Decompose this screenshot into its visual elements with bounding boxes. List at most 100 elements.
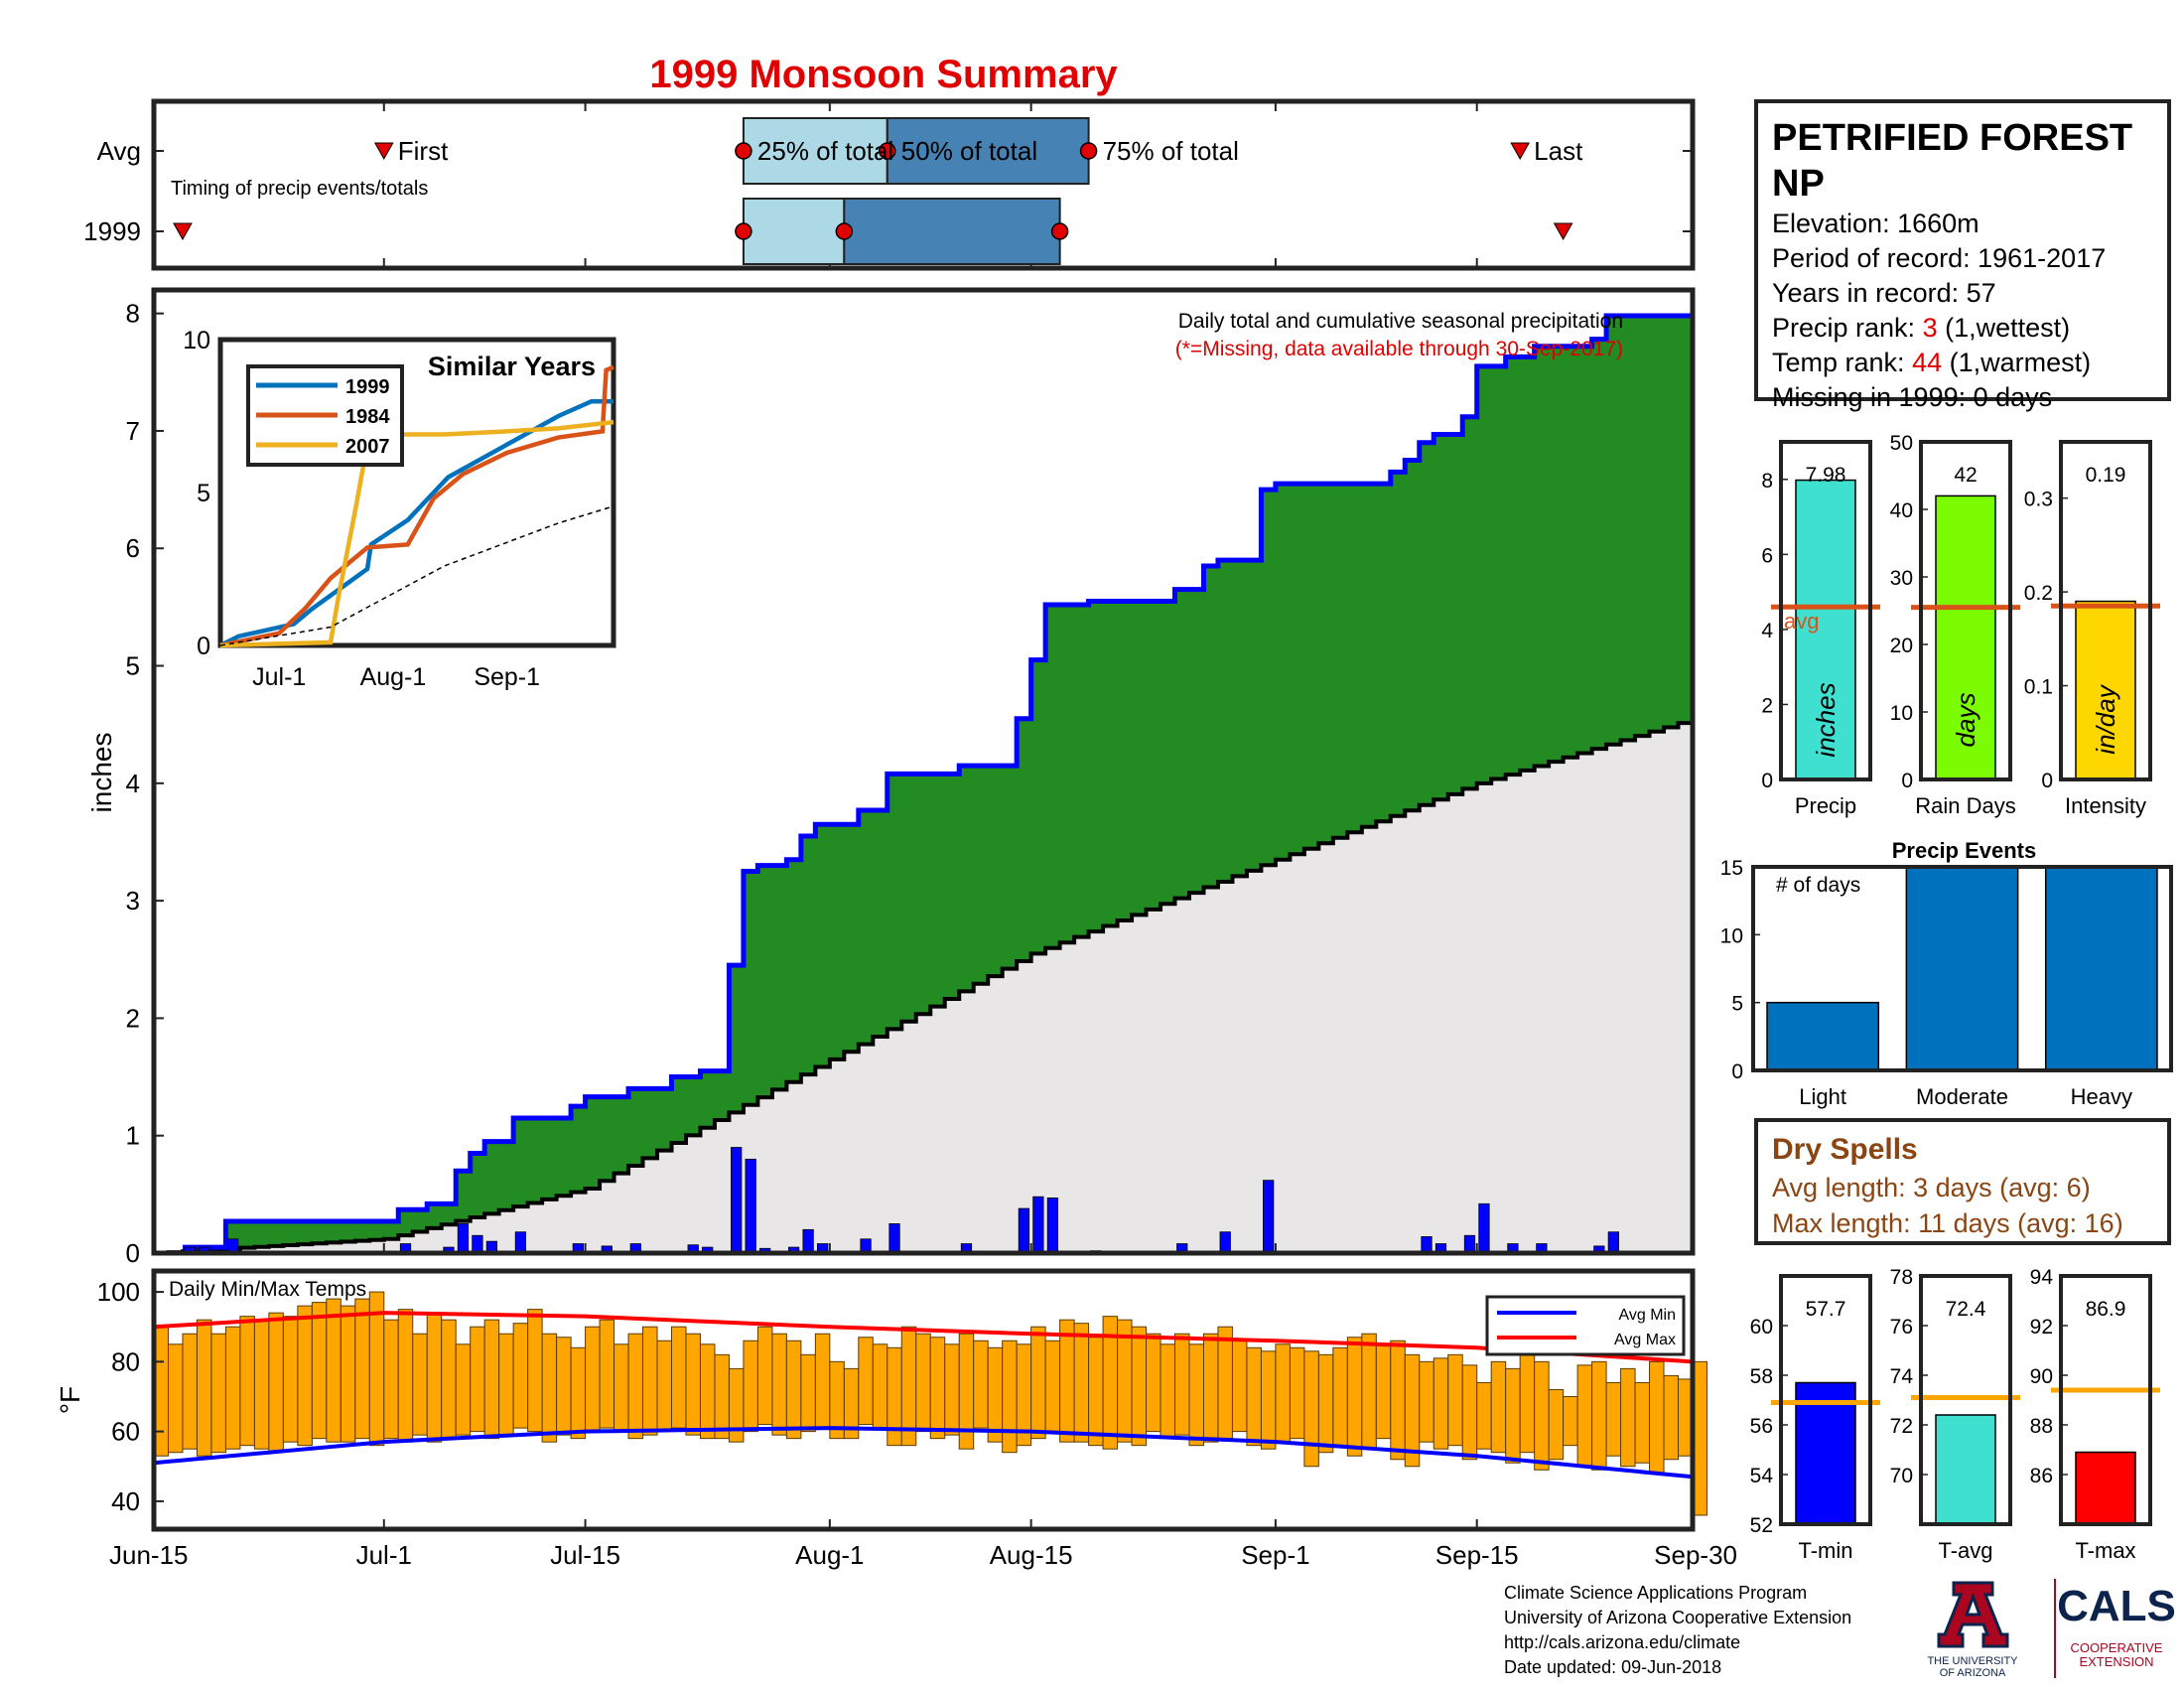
temp-range-bar: [800, 1353, 816, 1433]
daily-precip-bar: [1263, 1180, 1275, 1254]
daily-precip-bar: [514, 1231, 527, 1254]
events-category-label: Light: [1799, 1084, 1846, 1109]
temps-plot-frame: [151, 1268, 1696, 1532]
summary-temp-y-tick-label: 74: [1890, 1365, 1914, 1388]
daily-precip-bar: [1478, 1202, 1490, 1254]
summary-temp-y-tick-label: 88: [2030, 1415, 2053, 1438]
precip-summary-panels: 0 2 4 6 8 7.98 Precip inches avg 0 10 20 30 40 50 42 Rai…: [1761, 432, 2160, 818]
x-tick-label: Jul-15: [550, 1540, 620, 1570]
temp-rank-label: Temp rank:: [1772, 348, 1913, 377]
temp-range-bar: [383, 1319, 399, 1440]
precip-rank-value: 3: [1922, 313, 1938, 343]
logo-ua-line2: OF ARIZONA: [1940, 1667, 2006, 1678]
inset-y-tick-label: 10: [183, 327, 210, 354]
y-tick-label: 6: [126, 533, 140, 563]
events-bar-moderate: [1905, 866, 2019, 1071]
summary-temp-y-tick-label: 56: [1750, 1415, 1773, 1438]
legend-avg-min-label: Avg Min: [1618, 1307, 1676, 1324]
timing-panel: Avg 1999 First 25% of total 50% of total 75% …: [83, 98, 1696, 271]
temp-range-bar: [1160, 1343, 1176, 1440]
summary-precip-y-tick-label: 0: [2041, 770, 2053, 792]
summary-temp-panel-label: T-max: [2075, 1538, 2135, 1563]
inset-legend-label: 1984: [345, 406, 390, 428]
x-tick-label: Sep-15: [1435, 1540, 1519, 1570]
summary-precip-bar-unit-label: days: [1951, 693, 1980, 748]
main-plot-frame: [151, 287, 1696, 1256]
temp-range-bar: [167, 1343, 184, 1454]
daily-precip-bar: [888, 1223, 900, 1254]
cumulative-1999-line: [182, 313, 1693, 1250]
inset-x-tick-label: Sep-1: [474, 663, 540, 691]
daily-precip-bar: [472, 1234, 483, 1254]
temp-range-bar: [426, 1312, 443, 1443]
inset-y-tick-label: 5: [197, 480, 210, 507]
events-plot-frame: [1751, 865, 2173, 1072]
average-cumulative-area: [154, 723, 1693, 1253]
temp-range-bar: [1059, 1319, 1075, 1443]
timing-avg-p25-marker: [735, 142, 752, 160]
summary-temp-y-tick-label: 60: [1750, 1316, 1773, 1339]
temp-range-bar: [872, 1343, 888, 1429]
figure-title: 1999 Monsoon Summary: [649, 53, 1118, 96]
temp-range-bar: [224, 1326, 241, 1450]
timing-year-last-marker: [1553, 222, 1573, 241]
daily-precip-bar: [745, 1158, 756, 1254]
dry-spells-title: Dry Spells: [1772, 1133, 1918, 1166]
temp-range-bar: [1073, 1323, 1090, 1443]
summary-temp-y-tick-label: 78: [1890, 1266, 1913, 1289]
events-y-tick-label: 5: [1731, 993, 1743, 1016]
temp-range-bar: [944, 1343, 960, 1436]
temp-range-bar: [585, 1326, 601, 1433]
timing-year-p75-marker: [1050, 222, 1069, 240]
timing-label-first: First: [398, 136, 449, 166]
y-tick-label: 0: [126, 1238, 140, 1268]
summary-temp-y-tick-label: 58: [1750, 1365, 1773, 1388]
precip-rank-label: Precip rank:: [1772, 313, 1923, 343]
summary-precip-value-label: 7.98: [1806, 464, 1846, 487]
summary-precip-value-label: 0.19: [2086, 464, 2126, 487]
station-info-box: PETRIFIED FOREST NP Elevation: 1660m Per…: [1754, 99, 2171, 412]
temp-range-bar: [1202, 1333, 1219, 1443]
temp-range-bar: [656, 1340, 672, 1433]
summary-temp-y-tick-label: 70: [1890, 1465, 1913, 1487]
precip-rank: Precip rank: 3 (1,wettest): [1772, 311, 2153, 346]
years-in-record: Years in record: 57: [1772, 278, 1996, 308]
x-tick-label: Aug-1: [795, 1540, 864, 1570]
temp-range-bar: [1002, 1340, 1018, 1454]
y-axis-label: inches: [86, 733, 117, 813]
temp-range-bar: [599, 1319, 615, 1429]
summary-precip-y-tick-label: 4: [1761, 620, 1773, 642]
temp-range-bar: [1174, 1333, 1190, 1436]
legend-avg-max-label: Avg Max: [1614, 1332, 1676, 1348]
dry-spells-avg-length: Avg length: 3 days (avg: 6): [1772, 1173, 2091, 1202]
temp-range-bar: [1447, 1353, 1463, 1447]
temp-range-bar: [1217, 1326, 1233, 1440]
daily-precip-bar: [457, 1223, 470, 1254]
temp-range-bar: [397, 1309, 414, 1443]
temp-range-bar: [743, 1340, 758, 1433]
events-bar-light: [1766, 1001, 1880, 1071]
summary-temp-panel-frame: [1779, 1274, 1872, 1526]
temp-range-bar: [756, 1326, 773, 1426]
temp-range-bar: [1476, 1381, 1492, 1450]
period-of-record: Period of record: 1961-2017: [1772, 243, 2107, 273]
temp-summary-panels: 52 54 56 58 60 57.7 T-min 70 72 74 76 78 72.4 T-avg 86…: [1750, 1266, 2160, 1563]
summary-precip-y-tick-label: 6: [1761, 544, 1773, 567]
x-tick-label: Jun-15: [109, 1540, 189, 1570]
y-tick-label: 4: [126, 769, 140, 798]
temp-range-bar: [541, 1333, 558, 1443]
similar-years-inset: 0 5 10 Jul-1 Aug-1 Sep-1 Similar Years 1999 1984…: [183, 327, 616, 691]
timing-caption: Timing of precip events/totals: [171, 178, 428, 200]
events-y-tick-label: 10: [1720, 924, 1743, 947]
summary-precip-y-tick-label: 20: [1890, 635, 1913, 657]
footer-line-university: University of Arizona Cooperative Extens…: [1504, 1608, 1852, 1627]
temp-range-bar: [1030, 1326, 1046, 1440]
temp-range-bar: [1548, 1388, 1565, 1461]
temp-range-bar: [1634, 1381, 1651, 1464]
temp-range-bar: [699, 1343, 716, 1440]
temp-range-bar: [196, 1319, 212, 1457]
summary-precip-y-tick-label: 0.1: [2024, 676, 2053, 699]
temp-range-bar: [1088, 1337, 1104, 1447]
summary-temp-y-tick-label: 54: [1750, 1465, 1774, 1487]
y-tick-label: 8: [126, 299, 140, 329]
